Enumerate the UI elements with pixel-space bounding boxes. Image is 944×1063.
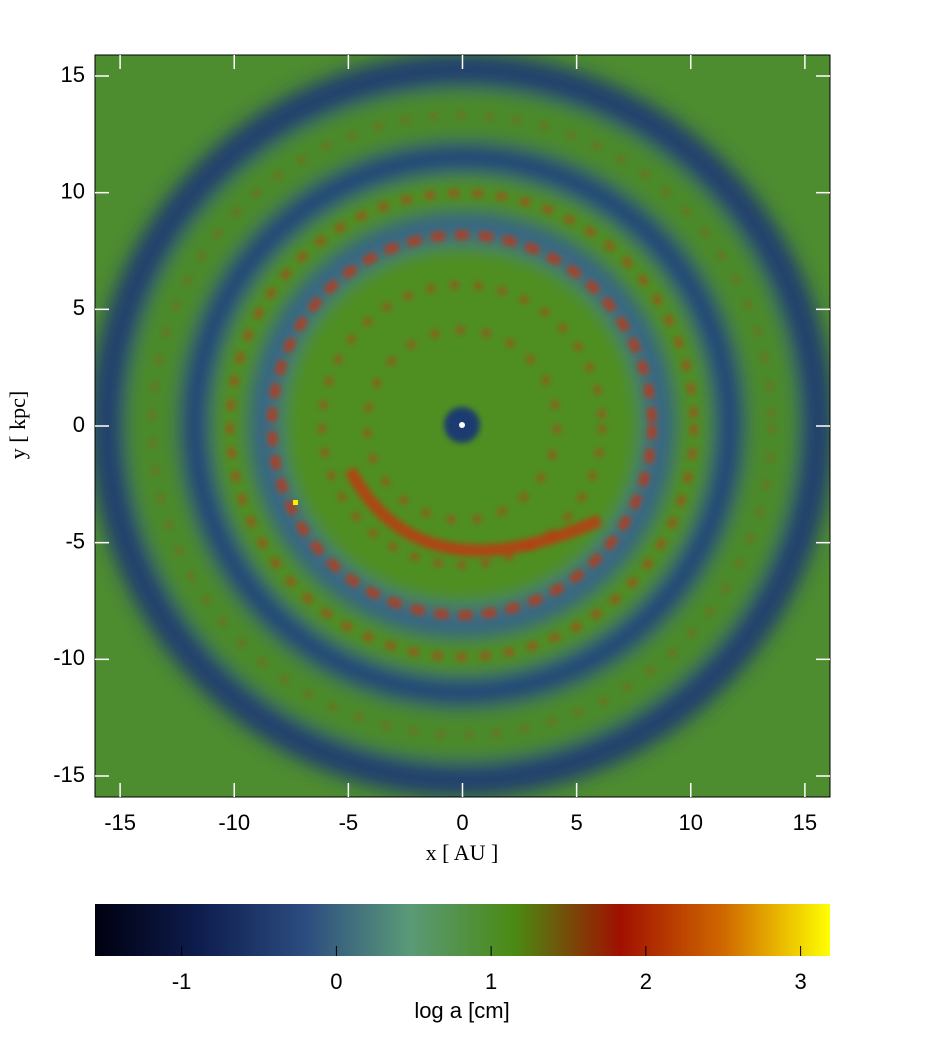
y-axis-label: y [ kpc] xyxy=(5,391,30,459)
colorbar-label: log a [cm] xyxy=(414,998,509,1023)
colorbar-tick-label: 0 xyxy=(330,969,342,994)
y-tick-label: -5 xyxy=(65,528,85,553)
x-tick-label: -15 xyxy=(104,810,136,835)
y-tick-label: 10 xyxy=(61,178,85,203)
colorbar-tick-label: -1 xyxy=(172,969,192,994)
colorbar xyxy=(95,904,830,956)
x-tick-label: 10 xyxy=(679,810,703,835)
x-tick-label: -5 xyxy=(339,810,359,835)
field xyxy=(95,55,830,797)
x-tick-label: 15 xyxy=(793,810,817,835)
y-tick-label: 15 xyxy=(61,62,85,87)
x-axis-label: x [ AU ] xyxy=(426,840,499,865)
y-tick-label: -15 xyxy=(53,762,85,787)
y-tick-label: -10 xyxy=(53,645,85,670)
y-tick-label: 0 xyxy=(73,412,85,437)
x-tick-label: 0 xyxy=(456,810,468,835)
colorbar-tick-label: 3 xyxy=(794,969,806,994)
colorbar-tick-label: 1 xyxy=(485,969,497,994)
x-tick-label: 5 xyxy=(571,810,583,835)
y-tick-label: 5 xyxy=(73,295,85,320)
x-tick-label: -10 xyxy=(218,810,250,835)
colorbar-tick-label: 2 xyxy=(640,969,652,994)
